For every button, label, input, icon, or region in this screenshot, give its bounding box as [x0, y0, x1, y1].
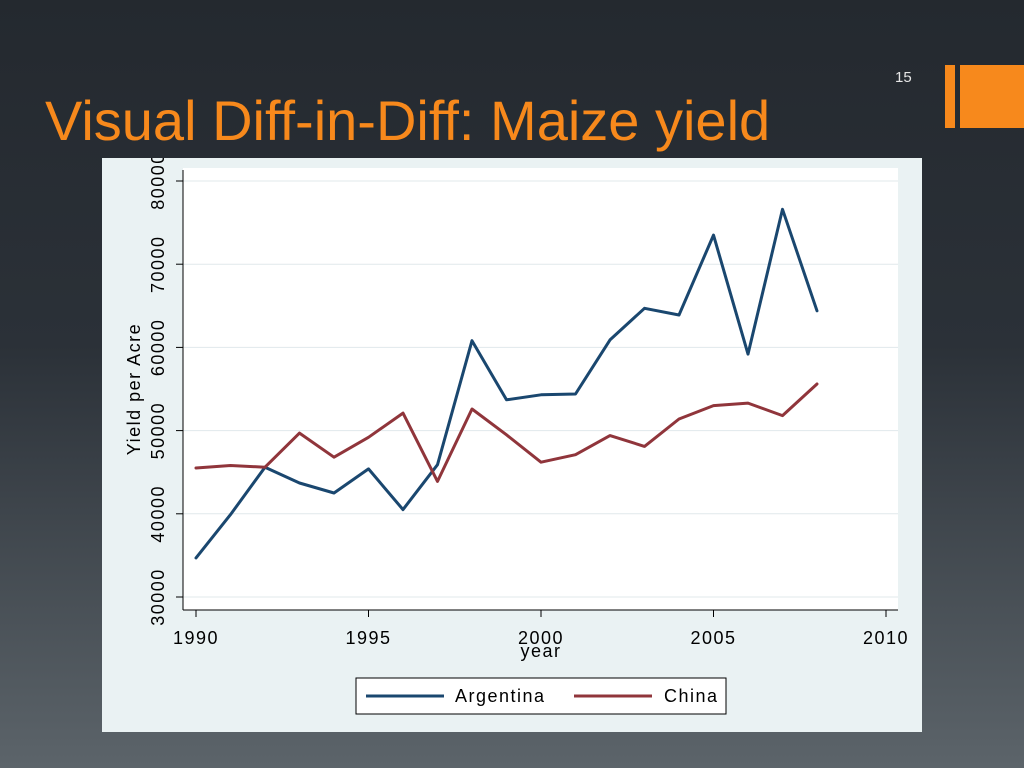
y-axis-label: Yield per Acre: [124, 323, 144, 455]
gridlines: [183, 180, 898, 598]
x-tick-label: 2010: [863, 628, 909, 648]
series-layer: [194, 207, 819, 560]
legend-label-china: China: [664, 686, 719, 706]
y-tick-label: 50000: [148, 402, 168, 460]
line-chart: 30000 40000 50000 60000 70000 80000 1990 1995 20…: [124, 158, 909, 715]
x-tick-label: 1990: [173, 628, 219, 648]
series-line-china: [194, 382, 819, 483]
accent-bar: [945, 65, 955, 128]
y-tick-label: 30000: [148, 568, 168, 626]
accent-block: [960, 65, 1024, 128]
x-axis-label: year: [520, 641, 561, 661]
y-tick-label: 40000: [148, 485, 168, 543]
y-tick-label: 70000: [148, 235, 168, 293]
x-tick-label: 2005: [690, 628, 736, 648]
axes: 30000 40000 50000 60000 70000 80000 1990 1995 20…: [148, 158, 909, 648]
chart-panel: 30000 40000 50000 60000 70000 80000 1990 1995 20…: [102, 158, 922, 732]
legend: Argentina China: [355, 677, 727, 715]
y-tick-label: 60000: [148, 319, 168, 377]
series-line-argentina: [194, 207, 819, 560]
slide-number: 15: [895, 69, 912, 86]
x-tick-label: 2000: [518, 628, 564, 648]
x-tick-label: 1995: [345, 628, 391, 648]
legend-label-argentina: Argentina: [455, 686, 546, 706]
plot-area: [183, 168, 898, 610]
slide-title: Visual Diff-in-Diff: Maize yield: [45, 89, 771, 152]
y-tick-label: 80000: [148, 158, 168, 210]
